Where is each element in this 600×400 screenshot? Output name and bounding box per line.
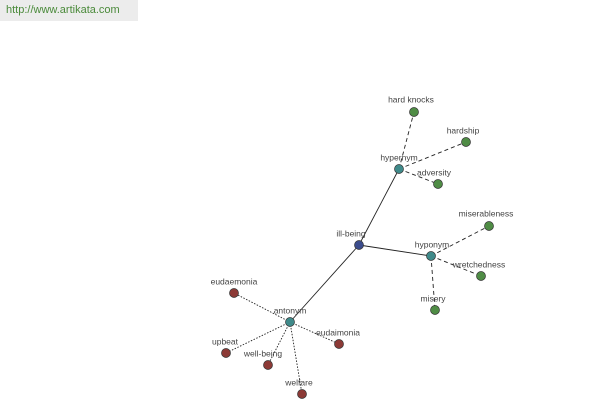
- edge: [430, 255, 482, 277]
- node: [394, 164, 404, 174]
- node-label: adversity: [417, 167, 452, 177]
- edge: [398, 141, 467, 170]
- edge: [267, 321, 291, 366]
- node-label: wretchedness: [452, 259, 505, 269]
- node: [433, 179, 443, 189]
- node: [476, 271, 486, 281]
- node-label: miserableness: [459, 208, 514, 218]
- node: [426, 251, 436, 261]
- node-label: misery: [420, 293, 446, 303]
- edge: [289, 244, 360, 323]
- edge: [430, 225, 490, 257]
- edge: [398, 111, 415, 170]
- edge: [289, 321, 303, 395]
- node: [285, 317, 295, 327]
- node-label: hard knocks: [388, 94, 434, 104]
- node: [297, 389, 307, 399]
- node-label: ill-being: [336, 228, 366, 238]
- node: [461, 137, 471, 147]
- node: [334, 339, 344, 349]
- edge: [358, 244, 432, 257]
- node-label: hyponym: [415, 239, 450, 249]
- node-label: eudaemonia: [211, 276, 258, 286]
- edge: [358, 168, 400, 246]
- site-url: http://www.artikata.com: [0, 0, 138, 21]
- node-label: eudaimonia: [316, 327, 360, 337]
- node-label: hardship: [447, 125, 480, 135]
- node: [409, 107, 419, 117]
- node-label: upbeat: [212, 336, 239, 346]
- node: [484, 221, 494, 231]
- node-label: well-being: [243, 348, 283, 358]
- node: [221, 348, 231, 358]
- node: [430, 305, 440, 315]
- node-label: welfare: [284, 377, 313, 387]
- edge: [430, 255, 436, 311]
- node: [229, 288, 239, 298]
- node: [354, 240, 364, 250]
- node: [263, 360, 273, 370]
- node-label: hypernym: [380, 152, 417, 162]
- node-label: antonym: [274, 305, 307, 315]
